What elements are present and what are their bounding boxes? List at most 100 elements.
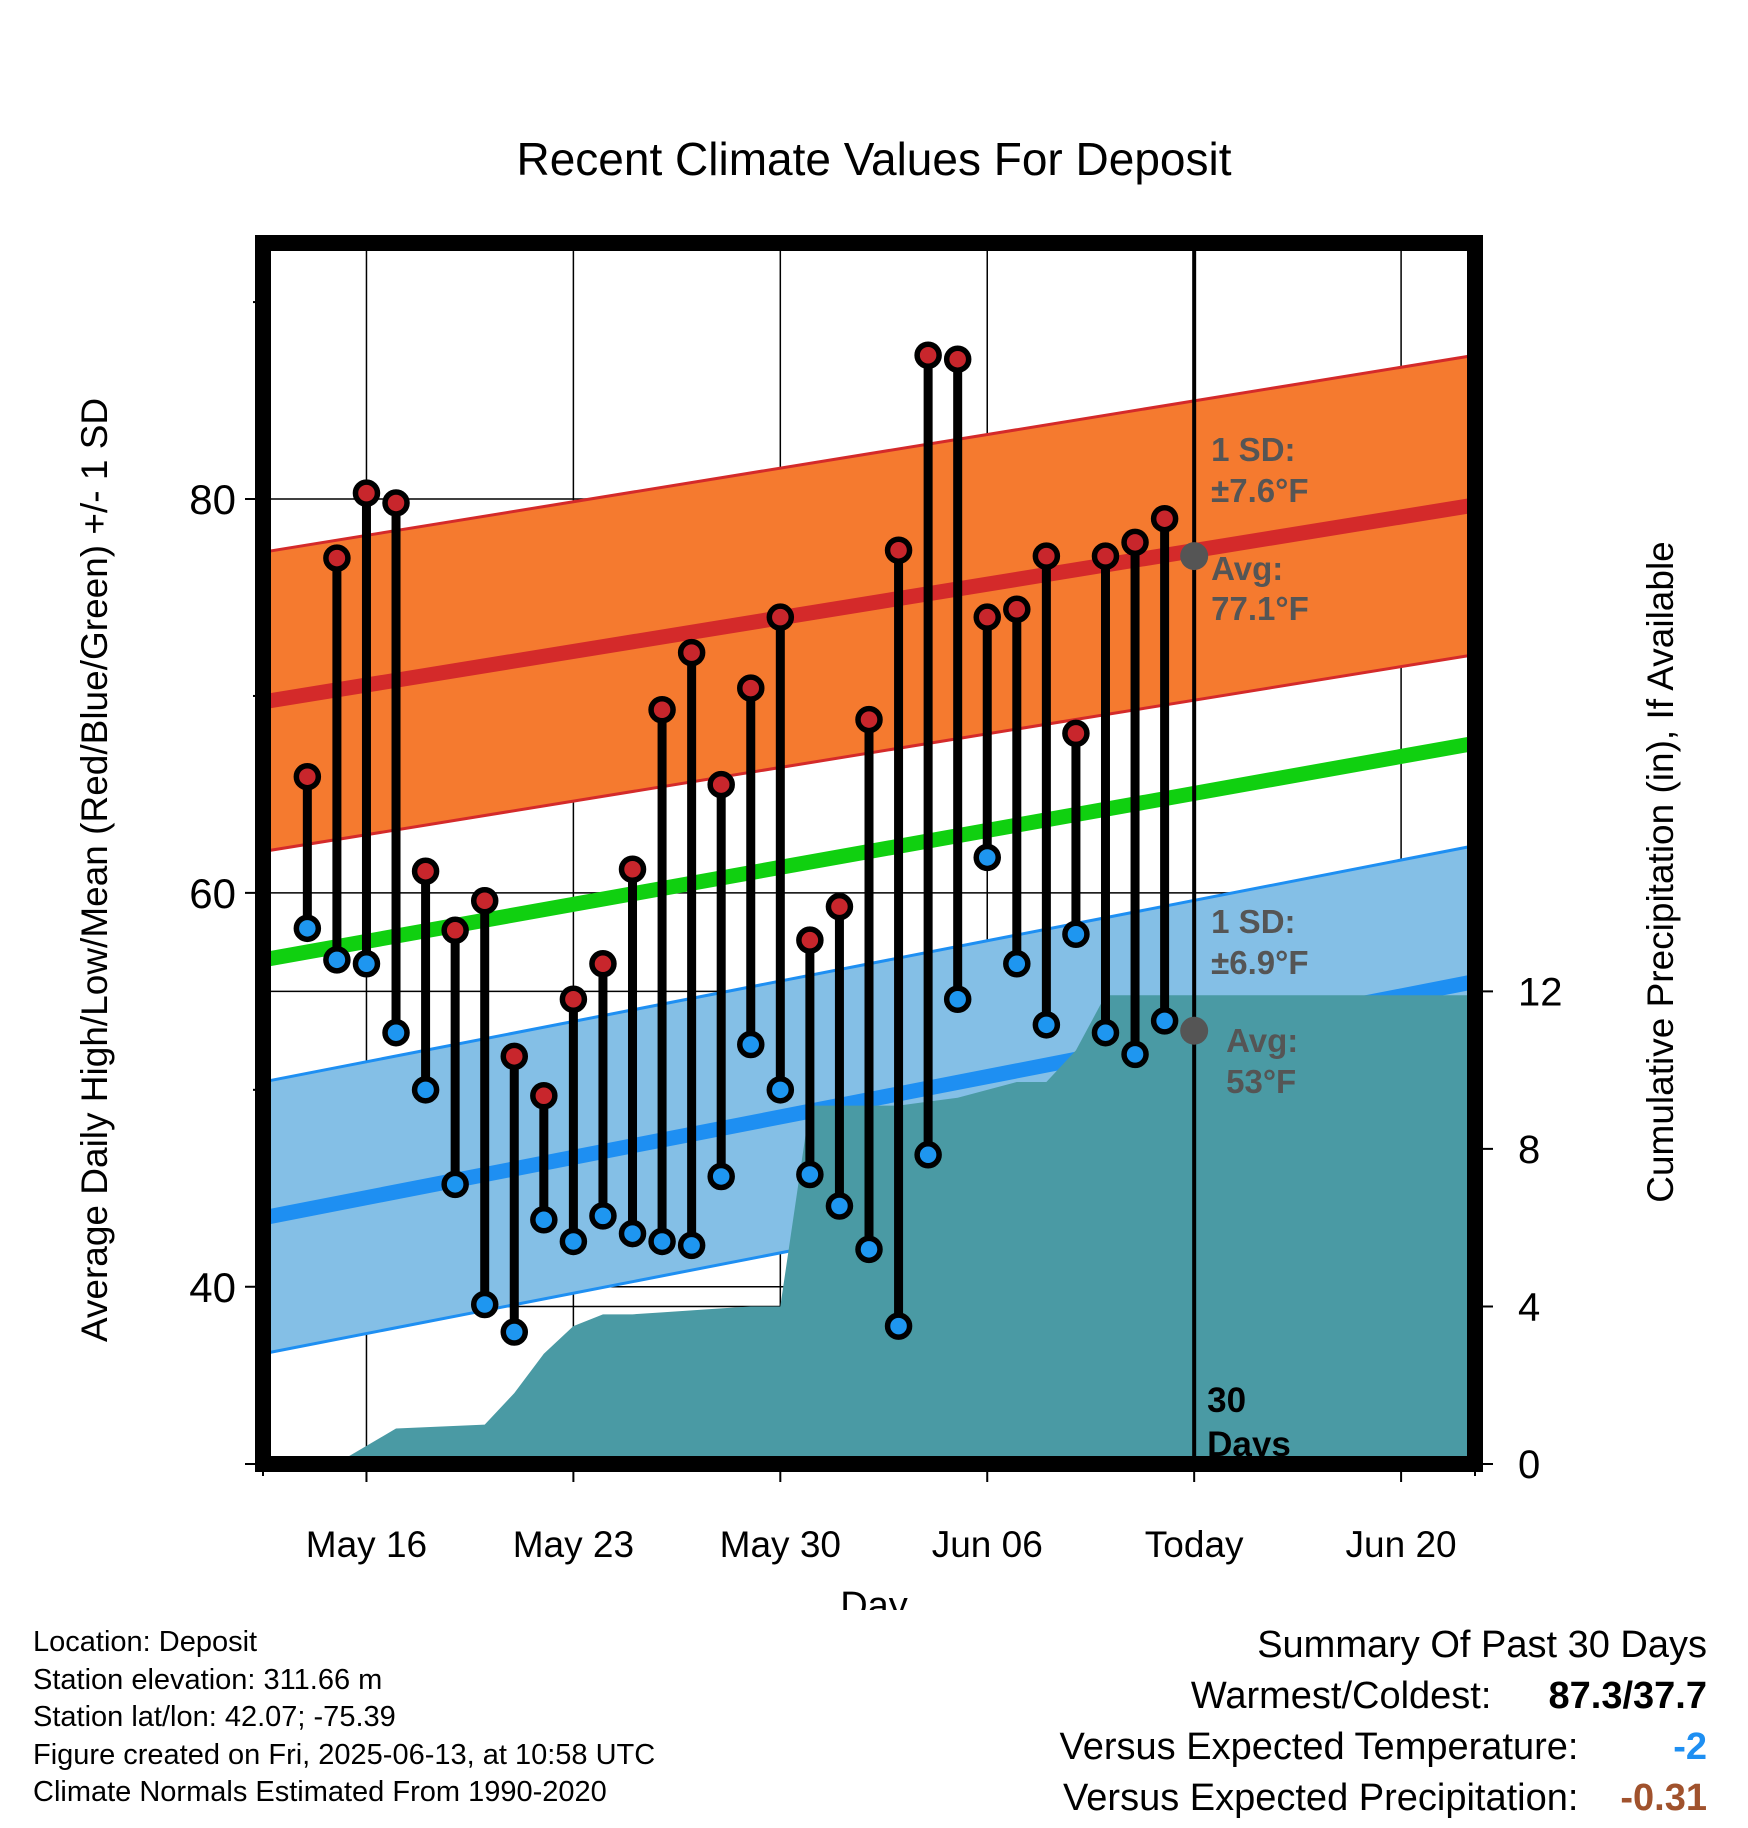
warmest-coldest-label: Warmest/Coldest: [1190,1675,1492,1717]
x-tick-label: May 23 [513,1524,634,1565]
high-avg-value: 77.1°F [1211,590,1309,627]
low-point [1032,1011,1061,1039]
y2-axis-label: Cumulative Precipitation (in), If Availa… [1640,541,1681,1203]
elevation-text: Station elevation: 311.66 m [33,1663,383,1696]
low-point [884,1312,913,1340]
low-point [648,1227,676,1256]
low-point [323,946,351,974]
y2-tick-label: 12 [1518,970,1563,1014]
summary-heading: Summary Of Past 30 Days [1257,1624,1707,1666]
latlon-text: Station lat/lon: 42.07; -75.39 [33,1701,396,1733]
low-point [1003,950,1031,978]
low-point [973,843,1001,872]
low-point [293,914,322,943]
high-point [677,638,706,667]
low-point [441,1170,469,1199]
temperature-label: Versus Expected Temperature: [1059,1726,1579,1768]
low-point [1062,920,1090,948]
high-point [470,887,499,915]
high-point [914,341,942,370]
today-low-avg-marker [1180,1016,1209,1045]
precipitation-value: -0.31 [1620,1777,1707,1819]
low-point [825,1192,854,1220]
high-point [1150,504,1179,533]
high-point [1091,542,1120,570]
high-point [737,674,765,702]
location-text: Location: Deposit [33,1626,258,1658]
high-sd-label: 1 SD: [1211,431,1295,468]
normals-text: Climate Normals Estimated From 1990-2020 [33,1776,607,1808]
chart-title: Recent Climate Values For Deposit [517,133,1232,185]
precipitation-label: Versus Expected Precipitation: [1063,1777,1579,1819]
high-point [855,705,883,734]
temperature-value: -2 [1673,1726,1707,1768]
high-point [530,1081,558,1110]
high-point [796,926,824,954]
low-avg-label: Avg: [1226,1022,1298,1059]
low-point [796,1160,824,1189]
x-tick-label: May 16 [306,1524,427,1565]
warmest-coldest-value: 87.3/37.7 [1548,1675,1707,1717]
high-point [293,762,322,791]
high-point [884,536,913,564]
normal-high-line [261,497,1477,710]
low-point [470,1290,499,1319]
low-point [559,1227,588,1256]
high-point [500,1042,529,1071]
high-point [943,345,972,373]
high-point [618,855,647,884]
high-point [352,479,381,507]
summary-panel: Summary Of Past 30 Days Warmest/Coldest:… [1060,1620,1707,1824]
high-point [589,950,617,978]
temperature-row: Versus Expected Temperature: -2 [1060,1722,1707,1773]
x-axis-label: Day [840,1585,908,1610]
y-tick-label: 60 [189,870,236,917]
plot-frame [255,235,1483,1472]
low-point [618,1219,647,1248]
y2-tick-label: 0 [1518,1443,1540,1487]
y2-tick-label: 4 [1518,1285,1540,1329]
low-point [1091,1018,1120,1047]
today-high-avg-marker [1180,542,1209,571]
low-avg-value: 53°F [1226,1063,1296,1100]
precipitation-row: Versus Expected Precipitation: -0.31 [1060,1773,1707,1824]
low-point [677,1231,706,1260]
created-text: Figure created on Fri, 2025-06-13, at 10… [33,1738,656,1771]
low-point [500,1318,529,1346]
high-point [973,603,1001,631]
high-point [411,857,440,885]
high-point [1003,595,1031,624]
y-axis-label: Average Daily High/Low/Mean (Red/Blue/Gr… [74,398,115,1342]
high-avg-label: Avg: [1211,550,1283,587]
x-tick-label: Today [1145,1524,1244,1565]
low-point [766,1076,795,1104]
high-point [441,916,469,945]
high-point [1032,542,1061,570]
y2-tick-label: 8 [1518,1128,1540,1172]
station-info: Location: Deposit Station elevation: 311… [33,1624,655,1812]
low-point [530,1206,558,1234]
low-point [707,1162,735,1191]
low-point [737,1030,765,1059]
low-point [855,1235,883,1264]
x-tick-label: May 30 [720,1524,841,1565]
low-point [1150,1007,1179,1035]
low-sd-label: 1 SD: [1211,903,1295,940]
high-point [1062,719,1090,748]
high-point [323,544,351,572]
y-tick-label: 80 [189,476,236,523]
high-point [382,489,410,517]
low-sd-value: ±6.9°F [1211,944,1308,981]
x-tick-label: Jun 20 [1346,1524,1457,1565]
high-point [766,603,795,631]
low-point [382,1018,410,1047]
low-point [914,1141,942,1169]
climate-chart: Recent Climate Values For Deposit 1 SD: ±… [74,133,1681,1610]
high-point [559,985,588,1013]
y-tick-label: 40 [189,1264,236,1311]
low-point [1121,1040,1149,1069]
low-point [352,950,381,978]
period-label-number: 30 [1207,1381,1246,1420]
high-point [707,770,735,799]
